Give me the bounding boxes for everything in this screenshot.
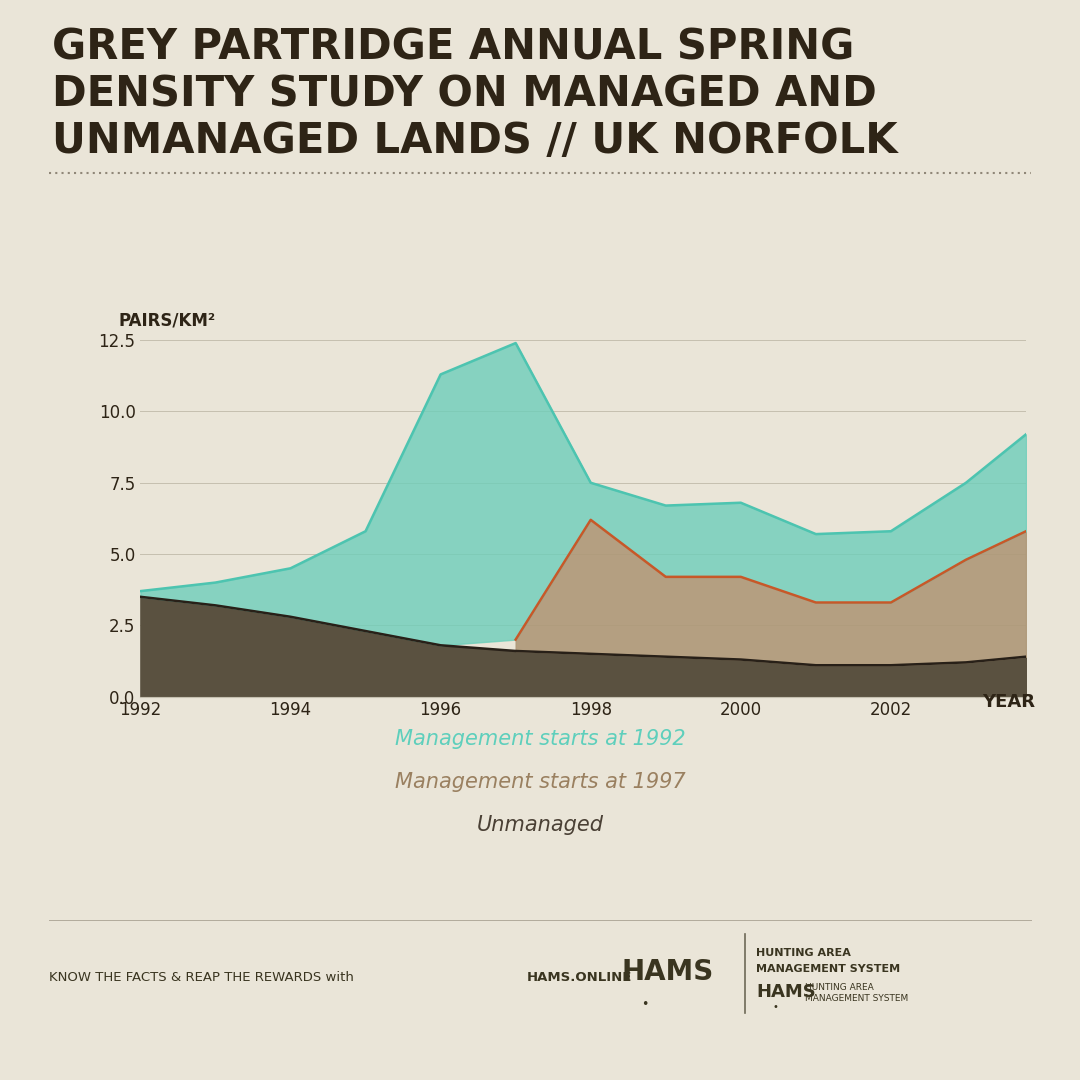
Text: MANAGEMENT SYSTEM: MANAGEMENT SYSTEM (805, 994, 908, 1002)
Text: Management starts at 1992: Management starts at 1992 (394, 729, 686, 750)
Text: •: • (772, 1001, 779, 1012)
Text: HUNTING AREA: HUNTING AREA (756, 948, 851, 958)
Text: HAMS: HAMS (756, 983, 815, 1001)
Text: KNOW THE FACTS & REAP THE REWARDS with: KNOW THE FACTS & REAP THE REWARDS with (49, 971, 357, 984)
Text: UNMANAGED LANDS // UK NORFOLK: UNMANAGED LANDS // UK NORFOLK (52, 120, 897, 162)
Text: HAMS: HAMS (621, 958, 713, 986)
Text: Unmanaged: Unmanaged (476, 815, 604, 836)
Text: YEAR: YEAR (982, 693, 1035, 712)
Text: DENSITY STUDY ON MANAGED AND: DENSITY STUDY ON MANAGED AND (52, 73, 877, 116)
Text: HUNTING AREA: HUNTING AREA (805, 983, 874, 991)
Text: PAIRS/KM²: PAIRS/KM² (119, 311, 216, 329)
Text: •: • (642, 998, 648, 1011)
Text: Management starts at 1997: Management starts at 1997 (394, 772, 686, 793)
Text: HAMS.ONLINE: HAMS.ONLINE (527, 971, 633, 984)
Text: MANAGEMENT SYSTEM: MANAGEMENT SYSTEM (756, 964, 900, 974)
Text: GREY PARTRIDGE ANNUAL SPRING: GREY PARTRIDGE ANNUAL SPRING (52, 27, 854, 69)
